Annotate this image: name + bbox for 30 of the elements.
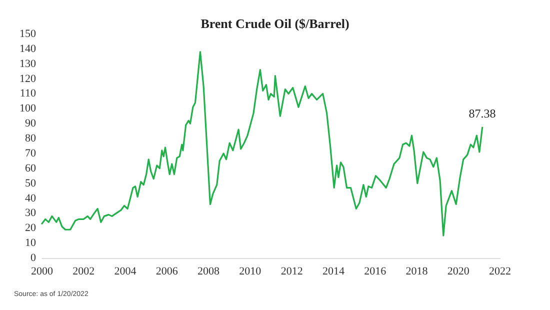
x-tick-label: 2006 [156,266,178,278]
y-tick-label: 140 [20,42,36,55]
y-tick-label: 60 [25,162,36,174]
y-tick-label: 70 [25,147,36,160]
y-tick-label: 90 [25,118,36,130]
x-tick-label: 2014 [322,266,345,278]
x-tick-label: 2016 [364,266,387,278]
x-tick-label: 2020 [447,266,470,278]
y-tick-label: 130 [20,58,36,70]
x-tick-label: 2018 [406,266,428,278]
chart-title: Brent Crude Oil ($/Barrel) [200,16,350,31]
x-tick-label: 2000 [31,266,54,278]
x-tick-label: 2010 [239,266,262,278]
x-tick-label: 2012 [280,266,303,278]
y-tick-label: 0 [30,252,36,264]
y-tick-label: 150 [20,28,36,40]
y-tick-label: 10 [25,237,36,250]
y-tick-label: 40 [25,192,36,204]
x-tick-label: 2004 [114,266,137,278]
y-tick-label: 80 [25,132,36,145]
annotation: 87.38 [468,106,496,121]
x-tick-label: 2002 [72,266,95,278]
y-tick-label: 20 [25,222,36,234]
x-tick-label: 2008 [198,266,220,278]
y-tick-label: 100 [20,102,36,115]
y-tick-label: 120 [20,72,36,85]
y-tick-label: 110 [20,88,36,100]
x-tick-label: 2022 [489,266,511,278]
y-tick-label: 30 [25,207,36,220]
y-tick-label: 50 [25,177,36,190]
